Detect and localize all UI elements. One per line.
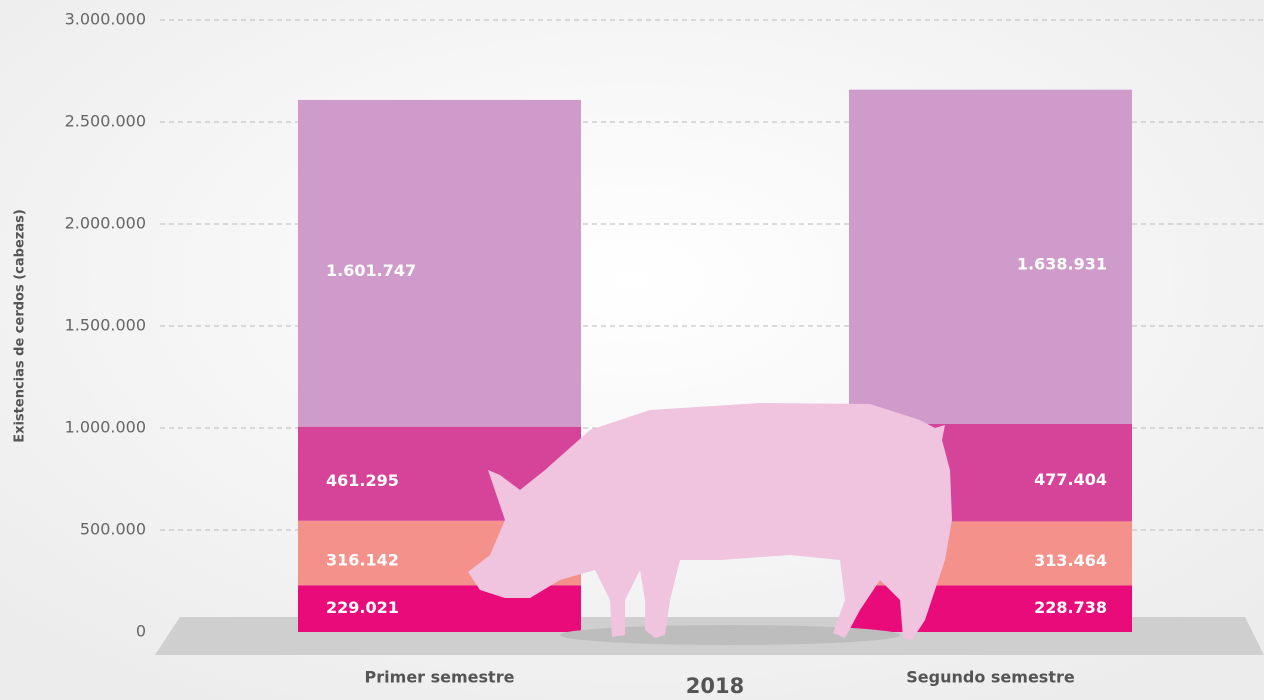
y-tick-label: 500.000 — [80, 520, 146, 539]
y-tick-label: 1.000.000 — [65, 418, 146, 437]
bar-segment — [298, 99, 581, 427]
pig-illustration — [468, 403, 952, 640]
bar-segment — [849, 89, 1132, 425]
y-tick-label: 3.000.000 — [65, 10, 146, 29]
x-tick-label: Segundo semestre — [906, 668, 1075, 687]
y-tick-label: 2.500.000 — [65, 112, 146, 131]
value-label: 1.601.747 — [326, 261, 416, 280]
x-axis-label: 2018 — [686, 674, 744, 698]
value-label: 316.142 — [326, 551, 399, 570]
x-tick-label: Primer semestre — [365, 668, 515, 687]
y-axis-label: Existencias de cerdos (cabezas) — [13, 209, 28, 443]
value-label: 313.464 — [1034, 551, 1107, 570]
value-label: 461.295 — [326, 471, 399, 490]
value-label: 1.638.931 — [1017, 254, 1107, 273]
y-tick-label: 2.000.000 — [65, 214, 146, 233]
value-label: 228.738 — [1034, 598, 1107, 617]
value-label: 477.404 — [1034, 470, 1107, 489]
y-tick-label: 0 — [136, 622, 146, 641]
value-label: 229.021 — [326, 598, 399, 617]
y-tick-label: 1.500.000 — [65, 316, 146, 335]
